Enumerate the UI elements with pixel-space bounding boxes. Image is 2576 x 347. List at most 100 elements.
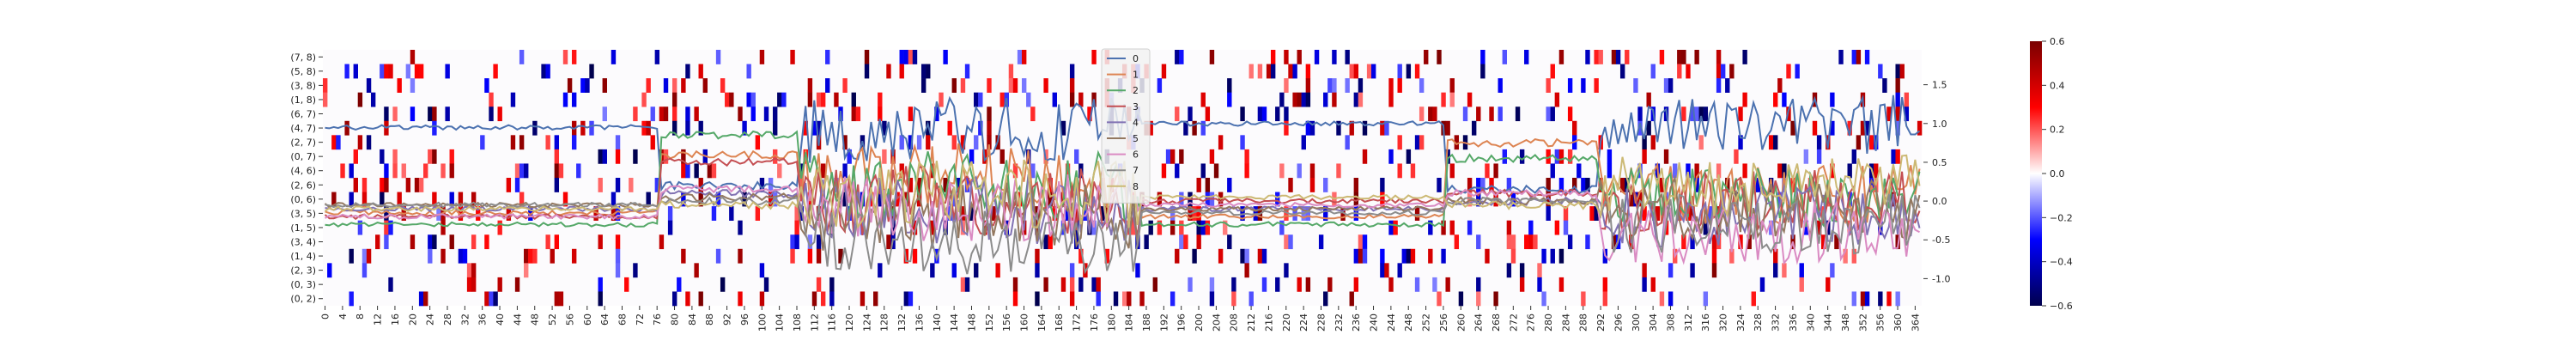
heatmap-cell: [1816, 220, 1822, 235]
x-tick-label: 144: [949, 314, 960, 332]
heatmap-cell: [1703, 107, 1709, 122]
heatmap-cell: [1388, 149, 1394, 164]
heatmap-cell: [1567, 107, 1573, 122]
heatmap-cell: [1021, 50, 1027, 64]
heatmap-cell: [1558, 149, 1564, 164]
heatmap-cell: [361, 248, 368, 264]
legend-label: 6: [1133, 149, 1139, 161]
heatmap-cell: [493, 291, 498, 307]
x-tick-label: 40: [495, 314, 506, 326]
heatmap-cell: [1633, 78, 1638, 93]
heatmap-cell: [1729, 248, 1735, 264]
heatmap-cell: [790, 248, 795, 264]
heatmap-cell: [1437, 50, 1442, 64]
row-tick-label: (3, 8): [290, 80, 316, 91]
heatmap-cell: [1284, 78, 1289, 93]
x-tick-label: 128: [879, 314, 890, 332]
x-tick-label: 60: [582, 314, 593, 326]
row-tick-label: (4, 6): [290, 166, 316, 177]
heatmap-cell: [1060, 277, 1066, 292]
x-tick-label: 300: [1631, 314, 1642, 332]
heatmap-cell: [1096, 291, 1101, 307]
heatmap-cell: [903, 192, 909, 207]
heatmap-cell: [1485, 163, 1490, 179]
x-tick-label: 64: [599, 314, 611, 326]
x-tick-label: 76: [652, 314, 663, 326]
x-tick-label: 32: [459, 314, 471, 326]
heatmap-cell: [1441, 220, 1446, 235]
legend: 0 1 2 3 4 5 6 7 8: [1101, 48, 1151, 204]
y-tick-label: -0.5: [1932, 234, 1950, 246]
heatmap-cell: [432, 149, 437, 164]
x-tick-label: 296: [1613, 314, 1624, 332]
heatmap-cell: [899, 64, 904, 79]
heatmap-cell: [1558, 50, 1564, 64]
heatmap-cell: [1170, 291, 1176, 307]
heatmap-cell: [388, 64, 393, 79]
heatmap-cell: [930, 263, 935, 278]
heatmap-cell: [445, 107, 450, 122]
heatmap-cell: [1554, 149, 1560, 164]
heatmap-cell: [1305, 78, 1311, 93]
heatmap-cell: [629, 178, 634, 192]
heatmap-cell: [1642, 263, 1647, 278]
heatmap-cell: [410, 50, 416, 64]
heatmap-cell: [598, 291, 603, 307]
x-tick-label: 348: [1840, 314, 1851, 332]
heatmap-cell: [1275, 277, 1280, 292]
heatmap-cell: [1711, 248, 1717, 264]
heatmap-cell: [1213, 163, 1219, 179]
heatmap-cell: [519, 192, 525, 207]
heatmap-cell: [886, 234, 891, 250]
heatmap-cell: [1546, 206, 1551, 221]
heatmap-cell: [650, 135, 655, 150]
heatmap-cell: [1362, 234, 1368, 250]
heatmap-cell: [829, 277, 835, 292]
x-tick-label: 56: [564, 314, 575, 326]
heatmap-cell: [1799, 263, 1804, 278]
heatmap-cell: [1489, 107, 1494, 122]
heatmap-cell: [851, 92, 856, 107]
heatmap-cell: [1786, 107, 1791, 122]
heatmap-cell: [571, 135, 577, 150]
x-tick-label: 312: [1683, 314, 1694, 332]
heatmap-cell: [392, 107, 398, 122]
x-tick-label: 172: [1072, 314, 1083, 332]
x-tick-label: 268: [1491, 314, 1502, 332]
x-tick-label: 284: [1560, 314, 1571, 332]
heatmap-cell: [1851, 291, 1856, 307]
heatmap-cell: [1458, 291, 1464, 307]
x-tick-label: 140: [932, 314, 943, 332]
heatmap-cell: [1362, 120, 1368, 136]
heatmap-cell: [344, 120, 349, 136]
heatmap-cell: [1170, 149, 1176, 164]
heatmap-cell: [1139, 291, 1145, 307]
heatmap-cell: [1528, 234, 1534, 250]
heatmap-cell: [1349, 64, 1354, 79]
heatmap-cell: [1209, 277, 1215, 292]
heatmap-cell: [882, 120, 887, 136]
heatmap-cell: [1148, 220, 1153, 235]
x-tick-label: 356: [1875, 314, 1886, 332]
heatmap-cell: [1585, 178, 1590, 192]
heatmap-cell: [1043, 234, 1048, 250]
x-tick-label: 192: [1158, 314, 1170, 332]
heatmap-cell: [1694, 50, 1699, 64]
heatmap-cell: [1309, 178, 1315, 192]
heatmap-cell: [698, 291, 703, 307]
heatmap-cell: [1602, 277, 1608, 292]
x-tick-label: 360: [1893, 314, 1904, 332]
heatmap-cell: [1843, 248, 1848, 264]
heatmap-cell: [1030, 163, 1036, 179]
heatmap-cell: [1148, 120, 1153, 136]
heatmap-cell: [1297, 277, 1302, 292]
heatmap-cell: [1083, 206, 1088, 221]
heatmap-cell: [524, 248, 529, 264]
heatmap-cell: [615, 234, 621, 250]
x-tick-label: 68: [617, 314, 628, 326]
heatmap-cell: [816, 234, 822, 250]
heatmap-cell: [418, 291, 424, 307]
heatmap-cell: [816, 248, 822, 264]
heatmap-cell: [999, 92, 1005, 107]
heatmap-cell: [663, 149, 669, 164]
